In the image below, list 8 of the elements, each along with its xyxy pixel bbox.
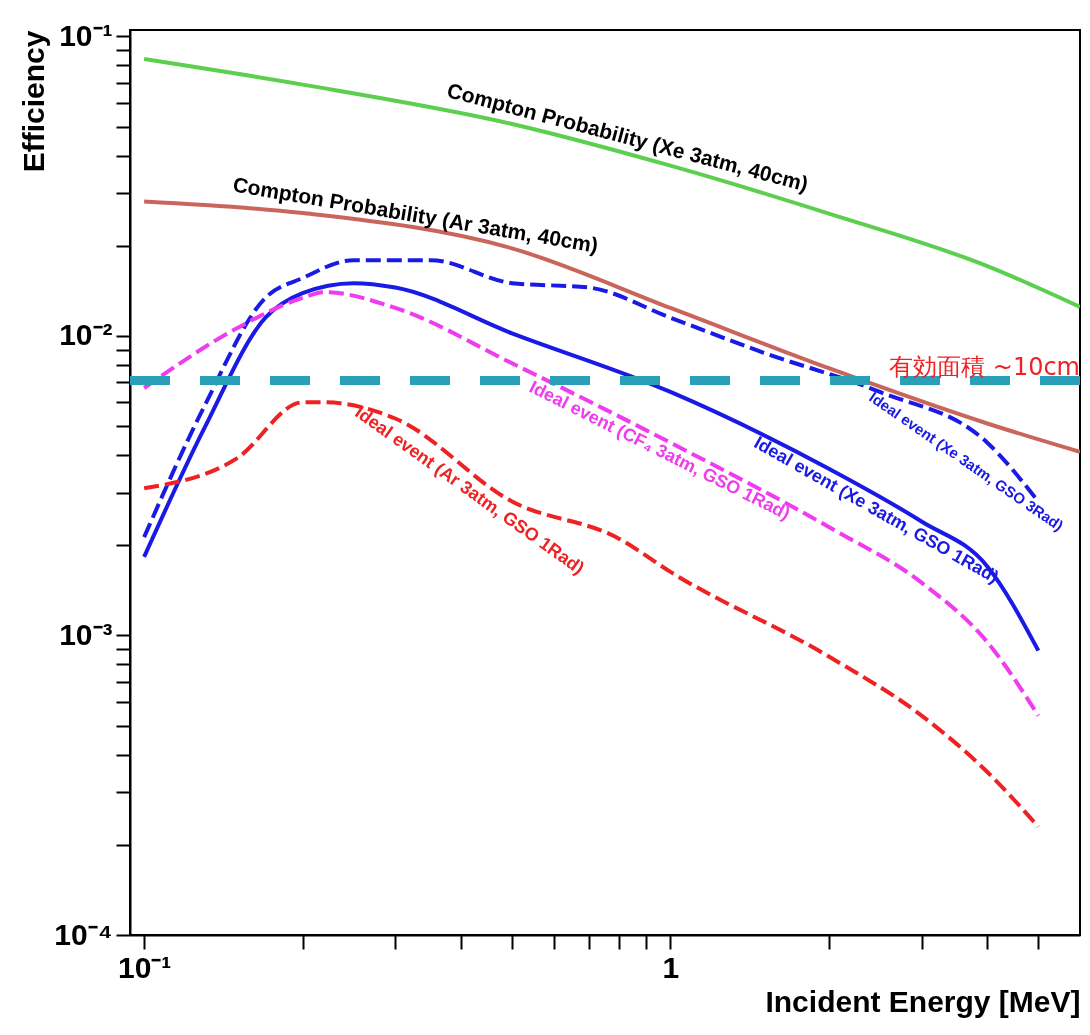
y-tick-label: 10⁻³ bbox=[59, 617, 113, 651]
y-tick-label: 10⁻² bbox=[59, 318, 113, 352]
x-tick-label: 1 bbox=[662, 950, 680, 984]
y-tick-label: 10⁻⁴ bbox=[54, 917, 113, 951]
y-tick-label: 10⁻¹ bbox=[59, 18, 113, 52]
y-axis-title: Efficiency bbox=[17, 30, 51, 173]
ref-line-label: 有効面積 ~10cm bbox=[889, 353, 1080, 382]
x-axis-title: Incident Energy [MeV] bbox=[765, 984, 1081, 1018]
